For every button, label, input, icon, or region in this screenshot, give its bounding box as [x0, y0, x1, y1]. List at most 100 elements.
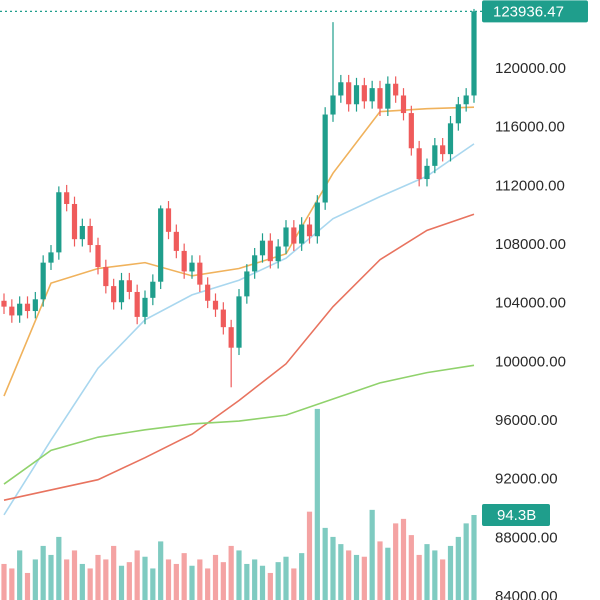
candle-body: [48, 252, 54, 263]
candle-body: [1, 300, 7, 307]
candle-body: [40, 262, 46, 300]
y-tick-label: 92000.00: [495, 471, 558, 488]
candle-body: [118, 280, 125, 303]
volume-bar: [330, 536, 336, 600]
candle-body: [205, 284, 211, 301]
volume-bar: [432, 550, 438, 600]
volume-bar: [134, 550, 140, 600]
volume-bar: [150, 568, 156, 600]
y-tick-label: 84000.00: [495, 588, 558, 600]
candle-body: [71, 203, 78, 240]
volume-bar: [393, 523, 399, 600]
volume-bar: [220, 562, 226, 600]
moving-average-line: [3, 106, 475, 397]
volume-bar: [95, 554, 101, 600]
candle-body: [228, 327, 234, 348]
candle-body: [197, 262, 203, 285]
volume-bar: [369, 509, 375, 600]
candle-body: [275, 246, 281, 262]
candle-body: [361, 85, 367, 102]
volume-bar: [118, 565, 125, 600]
candle-body: [314, 202, 320, 237]
volume-bar: [306, 511, 313, 600]
candle-body: [189, 262, 195, 272]
volume-bar: [447, 545, 454, 600]
volume-bar: [111, 545, 117, 600]
volume-bar: [455, 536, 461, 600]
candle-body: [369, 88, 375, 102]
candle-body: [158, 208, 164, 282]
volume-bar: [197, 559, 203, 600]
candle-body: [471, 11, 477, 96]
candle-body: [393, 83, 399, 96]
y-tick-label: 120000.00: [495, 60, 566, 77]
volume-bar: [408, 535, 414, 600]
volume-bar: [416, 554, 422, 600]
volume-bar: [1, 563, 7, 600]
volume-bar: [244, 563, 250, 600]
volume-bar: [56, 536, 62, 600]
volume-bar: [259, 565, 266, 600]
volume-bar: [400, 518, 407, 600]
volume-bar: [361, 556, 367, 600]
last-price-box: [482, 0, 588, 23]
volume-bar: [103, 559, 109, 600]
y-tick-label: 104000.00: [495, 295, 566, 312]
candle-body: [24, 303, 31, 312]
volume-bar: [9, 568, 15, 600]
candle-body: [377, 88, 383, 109]
volume-bar: [189, 565, 195, 600]
y-tick-label: 96000.00: [495, 412, 558, 429]
volume-bar: [440, 559, 446, 600]
candle-body: [165, 208, 172, 232]
candle-body: [424, 165, 430, 180]
volume-bar: [181, 553, 187, 600]
volume-bar: [158, 541, 164, 600]
candle-body: [283, 227, 289, 247]
candle-body: [126, 280, 132, 292]
candle-body: [32, 299, 38, 312]
volume-bar: [48, 554, 54, 600]
volume-bar: [24, 572, 31, 600]
candle-body: [346, 82, 352, 105]
candle-body: [353, 85, 360, 105]
volume-bar: [385, 547, 391, 600]
volume-bar: [40, 545, 46, 600]
last-price-label: 123936.47: [493, 3, 564, 20]
candle-body: [9, 306, 15, 316]
candle-body: [79, 225, 85, 240]
y-tick-label: 112000.00: [495, 177, 565, 194]
candle-body: [142, 297, 148, 317]
candle-body: [400, 95, 407, 114]
volume-bar: [142, 556, 148, 600]
candle-body: [150, 281, 156, 298]
candle-body: [330, 95, 336, 115]
volume-bar: [205, 568, 211, 600]
candle-body: [181, 250, 187, 272]
volume-bar: [79, 563, 85, 600]
volume-bar: [353, 554, 360, 600]
candle-body: [267, 240, 273, 262]
candle-body: [17, 303, 23, 316]
candle-body: [95, 245, 101, 268]
candle-body: [87, 225, 93, 246]
volume-marker-label: 94.3B: [497, 507, 536, 524]
volume-bar: [322, 527, 328, 600]
y-tick-label: 100000.00: [495, 353, 566, 370]
candle-body: [212, 300, 219, 310]
volume-bar: [291, 568, 297, 600]
candle-body: [306, 224, 313, 237]
moving-average-line: [3, 143, 475, 516]
candle-body: [244, 271, 250, 297]
candle-body: [173, 231, 179, 251]
candle-body: [236, 296, 242, 348]
volume-bar: [267, 572, 273, 600]
candle-body: [291, 227, 297, 244]
volume-bar: [173, 563, 179, 600]
candle-body: [299, 224, 305, 244]
volume-bar: [338, 544, 344, 600]
candle-body: [440, 145, 446, 155]
candle-body: [252, 255, 258, 272]
candle-body: [408, 113, 414, 149]
